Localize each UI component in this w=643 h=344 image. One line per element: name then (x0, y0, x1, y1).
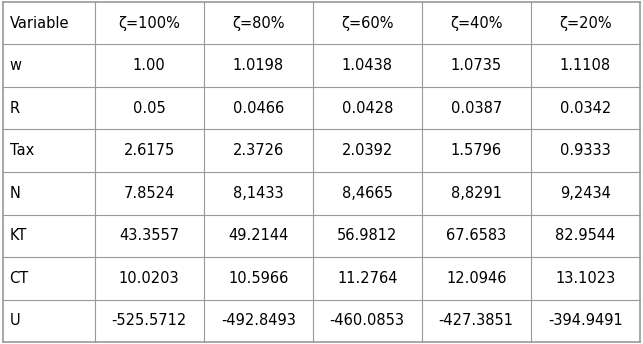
Text: Tax: Tax (10, 143, 34, 158)
Text: 0.0466: 0.0466 (233, 101, 284, 116)
Text: ζ=60%: ζ=60% (341, 15, 394, 31)
Text: U: U (10, 313, 20, 329)
Text: 43.3557: 43.3557 (119, 228, 179, 243)
Text: 10.5966: 10.5966 (228, 271, 288, 286)
Text: CT: CT (10, 271, 29, 286)
Text: 67.6583: 67.6583 (446, 228, 507, 243)
Text: 8,1433: 8,1433 (233, 186, 284, 201)
Text: 8,8291: 8,8291 (451, 186, 502, 201)
Text: 8,4665: 8,4665 (342, 186, 393, 201)
Text: 9,2434: 9,2434 (560, 186, 611, 201)
Text: 1.0735: 1.0735 (451, 58, 502, 73)
Text: 0.05: 0.05 (133, 101, 165, 116)
Text: w: w (10, 58, 22, 73)
Text: 1.1108: 1.1108 (559, 58, 611, 73)
Text: 2.0392: 2.0392 (341, 143, 393, 158)
Text: 10.0203: 10.0203 (119, 271, 179, 286)
Text: 2.6175: 2.6175 (123, 143, 175, 158)
Text: 0.0342: 0.0342 (559, 101, 611, 116)
Text: 1.0198: 1.0198 (233, 58, 284, 73)
Text: 56.9812: 56.9812 (337, 228, 397, 243)
Text: 49.2144: 49.2144 (228, 228, 288, 243)
Text: -427.3851: -427.3851 (439, 313, 514, 329)
Text: 12.0946: 12.0946 (446, 271, 507, 286)
Text: 1.00: 1.00 (133, 58, 165, 73)
Text: Variable: Variable (10, 15, 69, 31)
Text: KT: KT (10, 228, 27, 243)
Text: 1.0438: 1.0438 (341, 58, 393, 73)
Text: 0.0428: 0.0428 (341, 101, 393, 116)
Text: 1.5796: 1.5796 (451, 143, 502, 158)
Text: 0.9333: 0.9333 (560, 143, 611, 158)
Text: ζ=20%: ζ=20% (559, 15, 611, 31)
Text: 11.2764: 11.2764 (337, 271, 397, 286)
Text: 82.9544: 82.9544 (555, 228, 615, 243)
Text: -394.9491: -394.9491 (548, 313, 622, 329)
Text: 0.0387: 0.0387 (451, 101, 502, 116)
Text: R: R (10, 101, 20, 116)
Text: 13.1023: 13.1023 (555, 271, 615, 286)
Text: -525.5712: -525.5712 (111, 313, 187, 329)
Text: ζ=100%: ζ=100% (118, 15, 180, 31)
Text: 2.3726: 2.3726 (233, 143, 284, 158)
Text: N: N (10, 186, 21, 201)
Text: ζ=40%: ζ=40% (450, 15, 502, 31)
Text: -460.0853: -460.0853 (330, 313, 404, 329)
Text: ζ=80%: ζ=80% (232, 15, 284, 31)
Text: -492.8493: -492.8493 (221, 313, 296, 329)
Text: 7.8524: 7.8524 (123, 186, 175, 201)
